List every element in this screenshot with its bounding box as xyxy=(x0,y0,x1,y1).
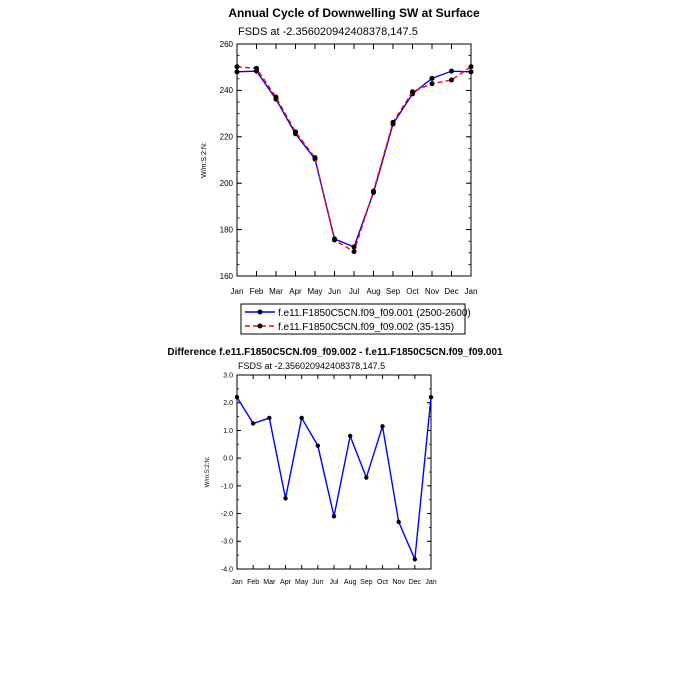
chart2-series1-point xyxy=(267,415,272,421)
chart1-series1-point xyxy=(234,69,240,75)
chart2-xtick-label: Jan xyxy=(231,579,242,586)
chart1-ytick-label: 180 xyxy=(220,225,234,234)
chart1-title: Annual Cycle of Downwelling SW at Surfac… xyxy=(228,6,480,20)
chart1-series1-point xyxy=(449,68,454,74)
chart2-series1-point xyxy=(299,415,304,421)
chart1-series2-point xyxy=(351,249,357,255)
chart2-xtick-label: Oct xyxy=(377,579,388,586)
chart2-xtick-label: Apr xyxy=(280,579,292,586)
chart1-series2-point xyxy=(449,77,454,83)
chart2-series1-point xyxy=(396,519,401,525)
chart2-title: Difference f.e11.F1850C5CN.f09_f09.002 -… xyxy=(167,347,503,358)
legend-label-series2: f.e11.F1850C5CN.f09_f09.002 (35-135) xyxy=(278,322,454,333)
chart1-xtick-label: Dec xyxy=(444,287,458,296)
chart1-series2-point xyxy=(390,119,396,125)
chart2-ytick-label: 2.0 xyxy=(223,400,233,407)
chart2-series1-point xyxy=(428,394,434,400)
legend-box xyxy=(240,303,466,335)
chart2-series1-point xyxy=(331,514,337,519)
chart2-xtick-label: May xyxy=(295,579,309,586)
chart2-ytick-label: -4.0 xyxy=(221,566,233,573)
chart-difference: Difference f.e11.F1850C5CN.f09_f09.002 -… xyxy=(167,347,503,586)
chart2-ytick-label: -3.0 xyxy=(221,539,233,546)
chart1-ytick-label: 160 xyxy=(220,272,234,281)
chart1-ytick-label: 240 xyxy=(220,86,234,95)
chart1-series2-point xyxy=(371,188,376,194)
chart1-xtick-label: Feb xyxy=(250,287,264,296)
chart2-xtick-label: Sep xyxy=(360,579,373,586)
chart1-series2-point xyxy=(312,155,318,161)
legend-marker-series2 xyxy=(257,323,263,329)
chart1-xtick-label: Jul xyxy=(349,287,359,296)
chart2-series1-point xyxy=(250,421,256,426)
chart2-series1-point xyxy=(380,424,385,429)
chart1-xtick-label: Sep xyxy=(386,287,401,296)
chart1-xtick-label: Aug xyxy=(366,287,380,296)
legend-marker-series1 xyxy=(257,309,263,315)
legend-label-series1: f.e11.F1850C5CN.f09_f09.001 (2500-2600) xyxy=(278,308,471,319)
chart1-series2-point xyxy=(429,81,435,87)
chart2-ytick-label: 0.0 xyxy=(223,456,233,463)
chart1-ytick-label: 200 xyxy=(220,179,234,188)
chart2-xtick-label: Feb xyxy=(247,579,259,586)
chart1-series-line-1 xyxy=(236,70,472,248)
chart1-ytick-label: 220 xyxy=(220,133,234,142)
chart2-series1-point xyxy=(234,394,240,400)
chart2-series1-point xyxy=(412,557,418,562)
chart1-ticks: Jan Feb Mar Apr May Jun Jul Aug Sep Oct Nov Dec Jan 1… xyxy=(220,40,478,296)
chart2-xtick-label: Jun xyxy=(312,579,323,586)
chart2-ylabel: W/m:S:2:N: xyxy=(205,456,211,487)
chart2-series1-point xyxy=(364,475,369,480)
chart2-series-line-1 xyxy=(236,396,432,563)
chart1-series2-point xyxy=(332,237,337,243)
chart1-series2-point xyxy=(293,129,298,135)
chart1-ytick-label: 260 xyxy=(220,40,234,49)
chart1-ylabel: W/m:S:2:N: xyxy=(201,142,208,178)
chart1-xtick-label: May xyxy=(307,287,322,296)
chart1-series2-point xyxy=(254,65,259,71)
chart2-series1-point xyxy=(315,443,321,448)
chart2-series1-point xyxy=(283,496,288,501)
chart1-series2-point xyxy=(234,64,240,70)
chart1-series1-point xyxy=(429,75,435,81)
chart2-xtick-label: Nov xyxy=(392,579,405,586)
chart2-series xyxy=(234,394,434,563)
chart1-series1-point xyxy=(468,69,474,75)
chart2-ytick-label: 3.0 xyxy=(223,372,233,379)
chart1-xtick-label: Jun xyxy=(328,287,341,296)
chart1-legend: f.e11.F1850C5CN.f09_f09.001 (2500-2600) … xyxy=(240,303,471,335)
chart2-xtick-label: Jan xyxy=(425,579,436,586)
chart1-plot-frame xyxy=(236,43,472,277)
chart1-xtick-label: Mar xyxy=(269,287,283,296)
chart2-ytick-label: -1.0 xyxy=(221,483,233,490)
chart2-xtick-label: Dec xyxy=(409,579,422,586)
chart2-xtick-label: Aug xyxy=(344,579,357,586)
chart1-xtick-label: Jan xyxy=(231,287,244,296)
chart2-ytick-label: -2.0 xyxy=(221,511,233,518)
chart2-ytick-label: 1.0 xyxy=(223,428,233,435)
chart2-plot-frame xyxy=(236,374,432,570)
chart1-xtick-label: Oct xyxy=(406,287,419,296)
chart1-xtick-label: Nov xyxy=(425,287,439,296)
chart2-xtick-label: Jul xyxy=(330,579,339,586)
chart-annual-cycle: Annual Cycle of Downwelling SW at Surfac… xyxy=(201,6,480,335)
chart1-series1-point xyxy=(351,244,357,250)
chart1-series xyxy=(234,64,474,255)
chart1-subtitle: FSDS at -2.356020942408378,147.5 xyxy=(238,26,418,38)
chart2-series1-point xyxy=(347,433,353,439)
chart1-xtick-label: Jan xyxy=(465,287,478,296)
chart1-series2-point xyxy=(468,64,474,70)
chart2-xtick-label: Mar xyxy=(263,579,276,586)
chart1-xtick-label: Apr xyxy=(289,287,302,296)
chart1-series2-point xyxy=(273,94,279,100)
chart2-subtitle: FSDS at -2.356020942408378,147.5 xyxy=(238,361,385,371)
chart1-series2-point xyxy=(410,89,415,95)
chart2-ticks: Jan Feb Mar Apr May Jun Jul Aug Sep Oct Nov Dec Jan-… xyxy=(221,372,437,586)
